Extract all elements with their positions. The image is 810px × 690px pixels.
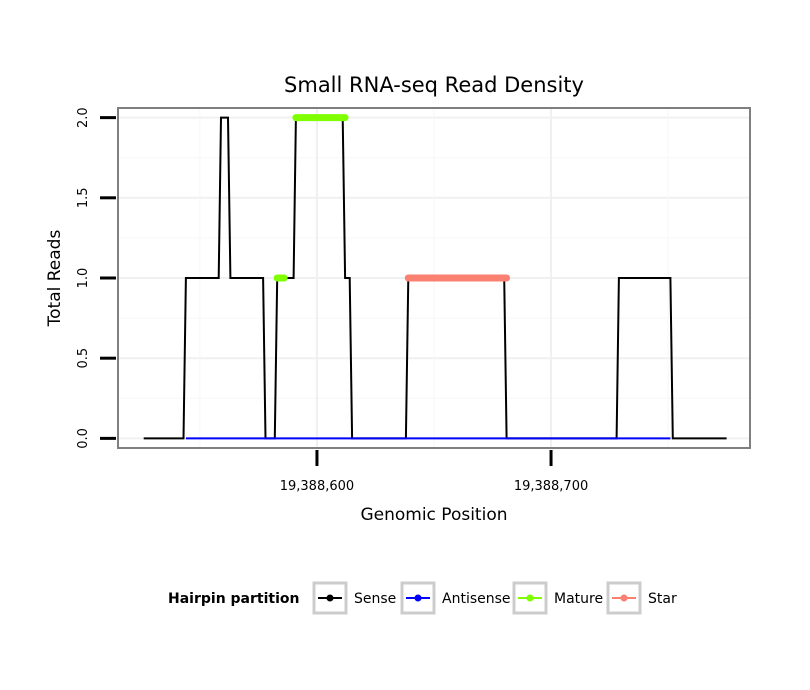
- y-tick-label: 0.0: [76, 428, 91, 449]
- x-axis-label: Genomic Position: [360, 505, 507, 525]
- legend-item-label: Star: [648, 591, 677, 607]
- y-axis-label: Total Reads: [45, 230, 65, 328]
- legend-key-point: [326, 594, 334, 602]
- legend-item-star: Star: [606, 581, 677, 615]
- legend-item-label: Sense: [354, 591, 396, 607]
- y-tick-label: 1.0: [76, 268, 91, 289]
- plot-border: [117, 107, 751, 449]
- legend-item-antisense: Antisense: [400, 581, 511, 615]
- y-tick-label: 0.5: [76, 348, 91, 369]
- legend-item-sense: Sense: [312, 581, 396, 615]
- legend-key-point: [526, 594, 534, 602]
- legend-item-label: Antisense: [442, 591, 511, 607]
- y-tick-label: 2.0: [76, 107, 91, 128]
- series-layer: [143, 114, 727, 440]
- legend-item-mature: Mature: [512, 581, 603, 615]
- legend-key-point: [620, 594, 628, 602]
- axes: 0.0 0.5 1.0 1.5 2.0 19,388,600 19,388,700: [76, 107, 588, 494]
- x-tick-label: 19,388,700: [514, 479, 588, 494]
- y-tick-label: 1.5: [76, 187, 91, 208]
- legend-key-point: [414, 594, 422, 602]
- legend-title: Hairpin partition: [168, 591, 299, 607]
- chart-title: Small RNA-seq Read Density: [284, 73, 584, 97]
- x-tick-label: 19,388,600: [280, 479, 354, 494]
- legend-item-label: Mature: [554, 591, 603, 607]
- legend: Hairpin partition Sense Antisense Mature St…: [168, 581, 677, 615]
